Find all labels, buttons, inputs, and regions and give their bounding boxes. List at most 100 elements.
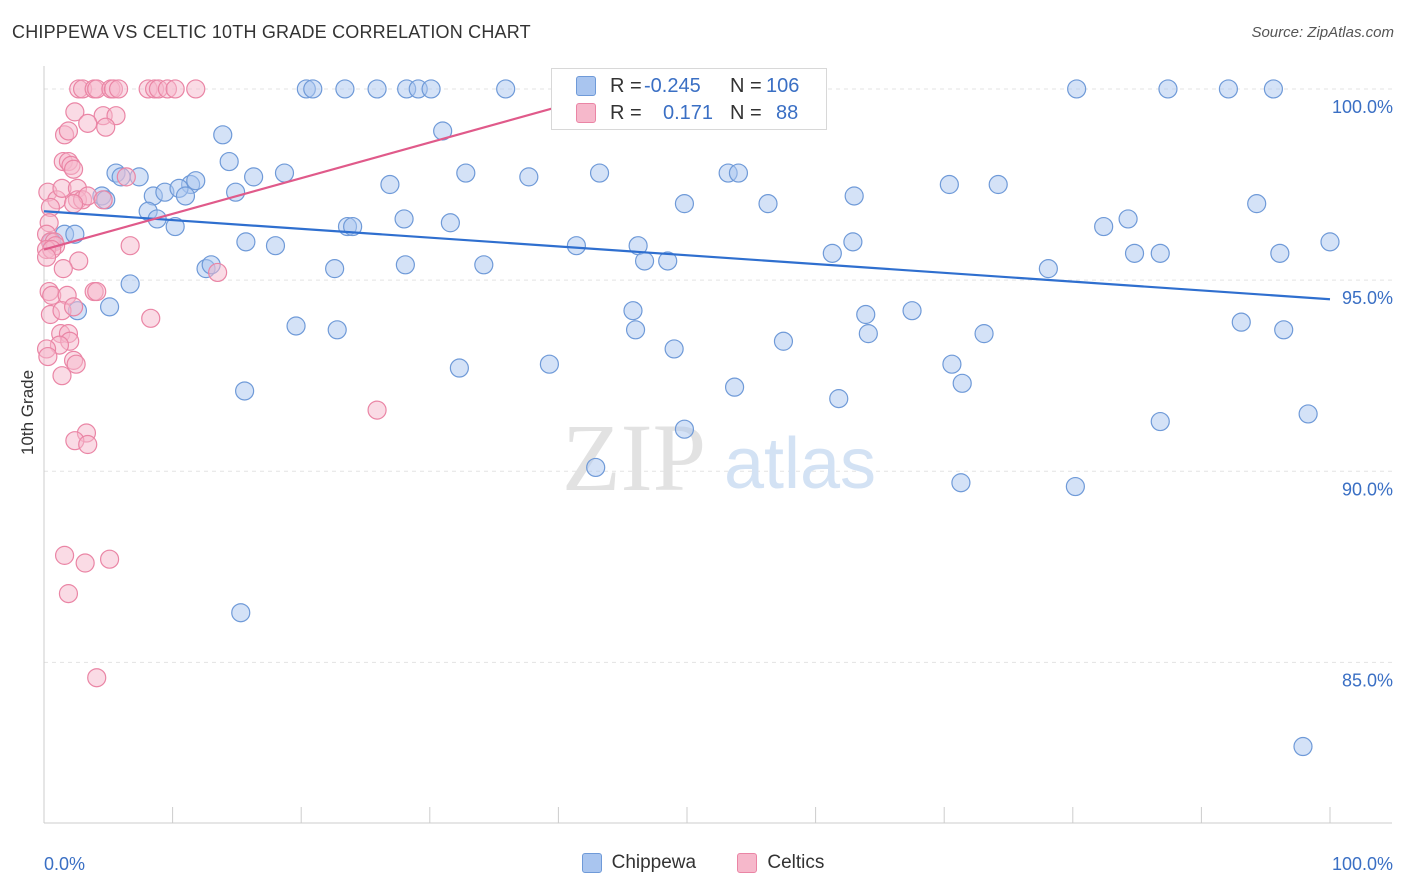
grid-lines: [44, 88, 1392, 663]
chippewa-point: [844, 186, 864, 206]
chippewa-point: [1247, 194, 1267, 214]
chippewa-point: [939, 174, 959, 195]
chippewa-point: [449, 358, 469, 378]
legend-swatch-celtics: [737, 853, 758, 873]
celtics-point: [58, 584, 79, 604]
chippewa-point: [367, 79, 387, 99]
chippewa-point: [539, 354, 559, 374]
correlation-legend: R = -0.245 N = 106 R = 0.171 N = 88: [551, 68, 827, 130]
celtics-trend-line: [43, 87, 623, 251]
legend-n-label: N =: [730, 101, 762, 124]
legend-r-value: -0.245: [644, 74, 701, 97]
chippewa-point: [843, 232, 863, 252]
celtics-points: [36, 79, 387, 688]
legend-r-label: R =: [610, 74, 642, 97]
chippewa-point: [265, 236, 286, 256]
legend-item-celtics[interactable]: Celtics: [737, 852, 824, 874]
chippewa-point: [1094, 216, 1114, 237]
celtics-point: [36, 247, 57, 267]
chippewa-point: [236, 232, 256, 252]
chippewa-point: [394, 209, 414, 229]
chart-title: CHIPPEWA VS CELTIC 10TH GRADE CORRELATIO…: [12, 22, 531, 42]
legend-row-chippewa: R = -0.245 N = 106: [552, 73, 826, 99]
chippewa-point: [327, 320, 347, 340]
legend-r-value: 0.171: [663, 101, 714, 124]
chippewa-point: [974, 324, 994, 344]
celtics-point: [63, 194, 84, 214]
chippewa-point: [951, 473, 971, 493]
chippewa-point: [822, 243, 842, 263]
chippewa-point: [1231, 312, 1251, 332]
celtics-point: [66, 354, 86, 374]
chippewa-point: [1124, 243, 1145, 263]
legend-label-chippewa: Chippewa: [611, 852, 697, 873]
chippewa-point: [519, 167, 539, 187]
chippewa-point: [1067, 79, 1087, 99]
celtics-point: [53, 259, 73, 279]
chippewa-point: [1150, 411, 1170, 432]
chippewa-point: [303, 79, 323, 99]
celtics-point: [120, 236, 140, 256]
chippewa-point: [325, 259, 345, 279]
chippewa-point: [1038, 259, 1058, 279]
celtics-point: [65, 102, 85, 122]
legend-n-value: 106: [766, 74, 800, 97]
chippewa-point: [623, 301, 643, 321]
celtics-point: [116, 167, 136, 187]
chippewa-point: [440, 213, 460, 233]
celtics-point: [69, 251, 89, 271]
celtics-point: [208, 262, 228, 283]
tick-labels: 85.0% 90.0% 95.0% 100.0% 0.0% 100.0%: [44, 97, 1393, 874]
chippewa-point: [724, 377, 745, 397]
series-legend: Chippewa Celtics: [0, 852, 1406, 879]
chippewa-point: [1263, 79, 1284, 99]
chippewa-point: [674, 194, 695, 214]
chippewa-point: [474, 255, 494, 275]
celtics-point: [38, 346, 58, 367]
legend-r-label: R =: [610, 101, 642, 124]
watermark: ZIP atlas: [562, 404, 876, 511]
chippewa-point: [175, 186, 196, 206]
celtics-point: [165, 79, 185, 99]
chippewa-point: [773, 331, 794, 351]
celtics-point: [141, 308, 161, 328]
x-tick-label-max: 100.0%: [1332, 854, 1393, 874]
chippewa-point: [634, 251, 655, 271]
celtics-point: [367, 400, 387, 420]
chippewa-point: [1150, 243, 1170, 263]
chippewa-point: [380, 174, 400, 195]
celtics-point: [58, 121, 79, 141]
celtics-point: [54, 545, 75, 565]
chippewa-point: [219, 151, 239, 172]
chippewa-point: [586, 457, 606, 478]
trend-lines: [43, 87, 1331, 301]
legend-swatch-chippewa: [581, 853, 602, 873]
legend-n-value: 88: [776, 101, 799, 124]
source-credit: Source: ZipAtlas.com: [1251, 24, 1394, 41]
chippewa-point: [1274, 320, 1294, 340]
y-tick-label: 85.0%: [1342, 670, 1393, 690]
chippewa-point: [335, 79, 355, 99]
celtics-point: [99, 549, 120, 569]
chippewa-point: [856, 304, 876, 325]
chippewa-point: [1158, 79, 1178, 99]
legend-n-label: N =: [730, 74, 762, 97]
chippewa-point: [952, 373, 972, 393]
legend-row-celtics: R = 0.171 N = 88: [552, 100, 826, 126]
legend-swatch-celtics: [576, 103, 596, 123]
chippewa-point: [658, 251, 678, 271]
chippewa-point: [1118, 209, 1138, 229]
chippewa-point: [1065, 476, 1085, 497]
chippewa-point: [235, 381, 255, 401]
celtics-point: [96, 117, 116, 137]
legend-item-chippewa[interactable]: Chippewa: [581, 852, 697, 874]
chippewa-point: [99, 297, 120, 317]
chippewa-trend-line: [43, 210, 1331, 301]
chippewa-point: [902, 301, 922, 321]
chippewa-point: [728, 163, 749, 183]
chippewa-point: [213, 125, 233, 145]
chippewa-point: [942, 354, 962, 374]
y-tick-label: 90.0%: [1342, 479, 1393, 499]
y-tick-label: 100.0%: [1332, 97, 1393, 117]
chippewa-point: [286, 316, 306, 336]
